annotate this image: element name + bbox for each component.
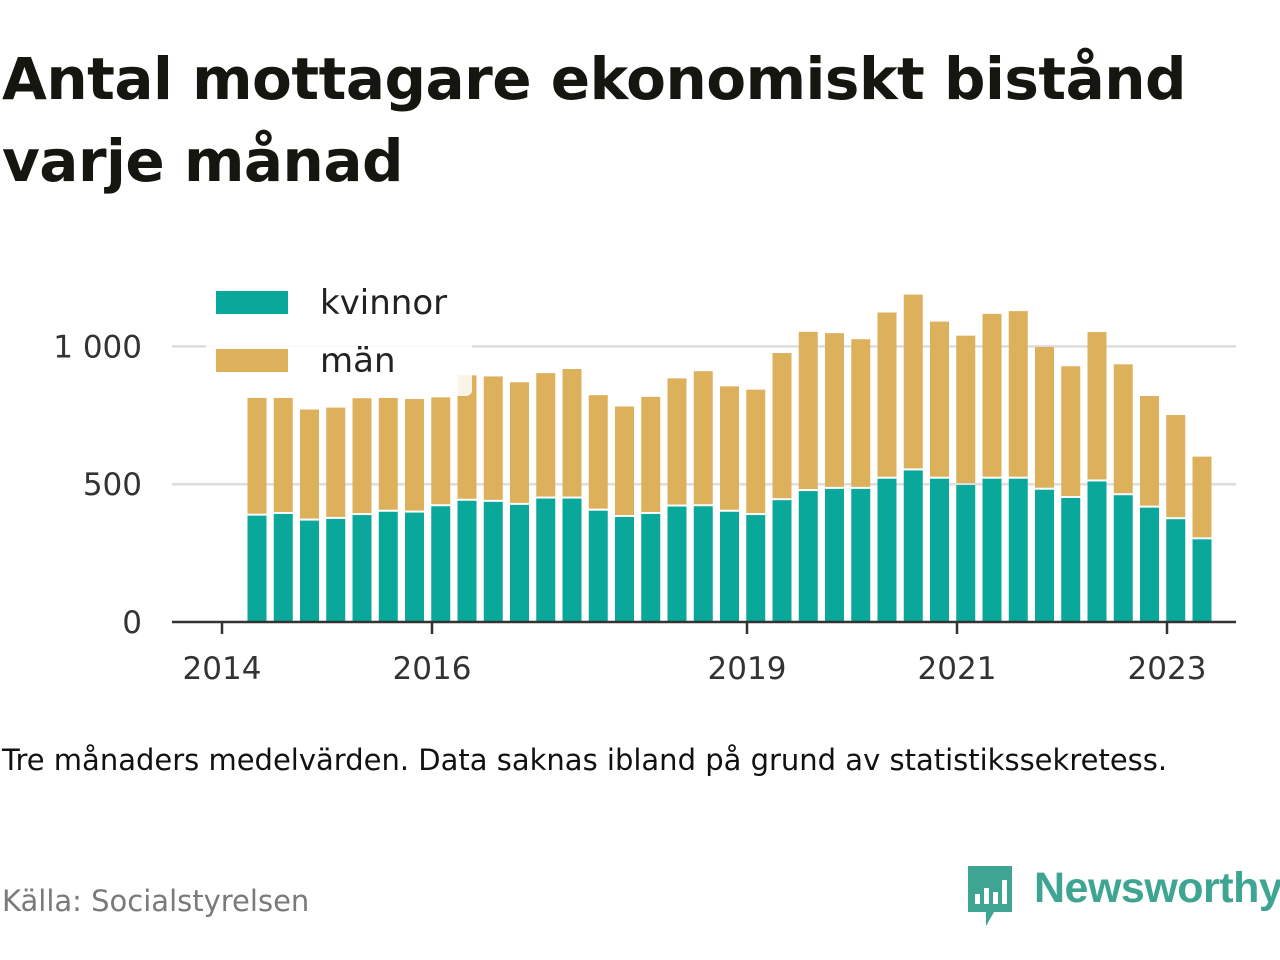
x-axis: 2014 2016 2019 2021 2023 xyxy=(172,620,1236,687)
bar-man xyxy=(1113,364,1133,494)
bar-man xyxy=(1008,311,1028,477)
bar-kvinnor xyxy=(746,515,766,622)
bar-kvinnor xyxy=(903,470,923,622)
bar-kvinnor xyxy=(1008,478,1028,622)
bar-man xyxy=(903,294,923,469)
bar-kvinnor xyxy=(956,485,976,622)
bars xyxy=(247,294,1212,622)
bar-man xyxy=(930,321,949,477)
bar-kvinnor xyxy=(667,506,687,622)
bar-man xyxy=(405,399,424,511)
bar-man xyxy=(1061,366,1081,496)
bar-kvinnor xyxy=(798,491,818,622)
bar-man xyxy=(615,406,634,515)
y-tick-label: 500 xyxy=(83,467,142,503)
legend-label-kvinnor: kvinnor xyxy=(320,283,447,323)
bar-kvinnor xyxy=(772,500,792,622)
bar-man xyxy=(667,378,687,505)
source-text: Källa: Socialstyrelsen xyxy=(2,884,310,918)
chart-title: Antal mottagare ekonomiskt bistånd varje… xyxy=(2,45,1187,195)
bar-man xyxy=(536,373,556,497)
bar-kvinnor xyxy=(378,511,398,622)
bar-kvinnor xyxy=(693,506,713,622)
bar-kvinnor xyxy=(457,500,477,622)
bar-man xyxy=(1140,396,1159,506)
bar-man xyxy=(1192,456,1212,538)
bar-kvinnor xyxy=(720,511,739,622)
bar-kvinnor xyxy=(1192,539,1212,622)
brand-name: Newsworthy xyxy=(1034,864,1280,912)
bar-man xyxy=(772,353,792,499)
bar-man xyxy=(326,407,346,517)
bar-man xyxy=(641,396,661,512)
y-tick-label: 0 xyxy=(122,605,142,641)
bar-kvinnor xyxy=(615,516,634,622)
x-tick-label: 2014 xyxy=(183,651,262,687)
bar-kvinnor xyxy=(300,520,319,622)
legend-swatch-kvinnor xyxy=(216,291,288,314)
bar-kvinnor xyxy=(510,504,529,622)
bar-kvinnor xyxy=(641,513,661,622)
newsworthy-logo-icon xyxy=(968,866,1012,926)
bar-man xyxy=(588,395,608,509)
bar-kvinnor xyxy=(247,515,267,622)
bar-kvinnor xyxy=(562,498,582,622)
bar-man xyxy=(825,333,844,487)
bar-man xyxy=(956,335,976,484)
bar-kvinnor xyxy=(877,478,897,622)
bar-man xyxy=(562,368,582,497)
bar-kvinnor xyxy=(930,478,949,622)
chart-note: Tre månaders medelvärden. Data saknas ib… xyxy=(2,743,1168,777)
newsworthy-brand[interactable]: Newsworthy xyxy=(964,862,1280,928)
bar-kvinnor xyxy=(825,488,844,622)
bar-man xyxy=(378,397,398,510)
stacked-bar-chart: 0 500 1 000 2014 2016 2019 2021 2023 kvinnor m… xyxy=(53,280,1236,687)
x-tick-label: 2021 xyxy=(918,651,997,687)
bar-man xyxy=(431,397,451,505)
bar-man xyxy=(457,375,477,499)
bar-kvinnor xyxy=(1087,481,1107,622)
bar-kvinnor xyxy=(1166,519,1186,622)
bar-kvinnor xyxy=(405,512,424,622)
bar-man xyxy=(877,312,897,477)
bar-man xyxy=(1166,415,1186,518)
legend-swatch-man xyxy=(216,349,288,372)
bar-kvinnor xyxy=(1140,507,1159,622)
bar-kvinnor xyxy=(352,515,372,622)
bar-kvinnor xyxy=(536,498,556,622)
bar-man xyxy=(273,397,293,512)
bar-man xyxy=(798,331,818,490)
bar-man xyxy=(1087,332,1107,480)
x-tick-label: 2023 xyxy=(1128,651,1207,687)
bar-man xyxy=(851,339,871,487)
x-tick-label: 2019 xyxy=(708,651,787,687)
legend-label-man: män xyxy=(320,341,396,381)
bar-kvinnor xyxy=(273,513,293,622)
y-tick-label: 1 000 xyxy=(53,329,142,365)
bar-kvinnor xyxy=(851,488,871,622)
bar-kvinnor xyxy=(588,510,608,622)
bar-man xyxy=(720,386,739,510)
bar-man xyxy=(1035,346,1054,488)
bar-kvinnor xyxy=(431,506,451,622)
x-tick-label: 2016 xyxy=(393,651,472,687)
bar-man xyxy=(247,397,267,514)
bar-man xyxy=(693,371,713,505)
legend: kvinnor män xyxy=(206,280,472,396)
bar-kvinnor xyxy=(982,478,1002,622)
bar-kvinnor xyxy=(1035,489,1054,622)
bar-man xyxy=(352,398,372,514)
bar-man xyxy=(982,313,1002,477)
bar-kvinnor xyxy=(1061,497,1081,622)
bar-man xyxy=(510,382,529,503)
bar-kvinnor xyxy=(1113,495,1133,622)
bar-man xyxy=(483,376,503,500)
bar-man xyxy=(746,389,766,514)
bar-kvinnor xyxy=(326,518,346,622)
bar-man xyxy=(300,409,319,519)
bar-kvinnor xyxy=(483,501,503,622)
